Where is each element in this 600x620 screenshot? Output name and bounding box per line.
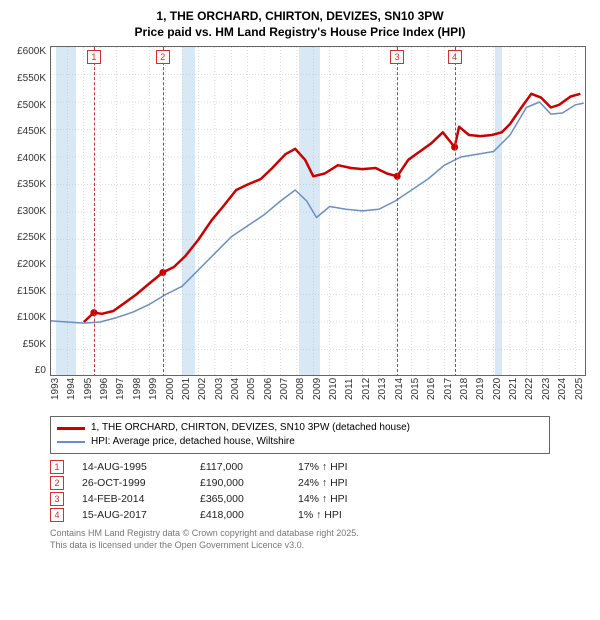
x-tick-label: 2004 <box>230 378 246 408</box>
title-line1: 1, THE ORCHARD, CHIRTON, DEVIZES, SN10 3… <box>10 8 590 24</box>
sale-marker-line <box>163 47 164 376</box>
sale-marker-line <box>94 47 95 376</box>
x-tick-label: 2011 <box>344 378 360 408</box>
tx-pct: 1% ↑ HPI <box>298 509 388 521</box>
x-tick-label: 2017 <box>443 378 459 408</box>
sale-marker-box: 2 <box>156 50 170 64</box>
x-tick-label: 2001 <box>181 378 197 408</box>
x-tick-label: 2008 <box>295 378 311 408</box>
transaction-row: 1 14-AUG-1995 £117,000 17% ↑ HPI <box>50 460 590 474</box>
x-tick-label: 2016 <box>426 378 442 408</box>
legend-label: HPI: Average price, detached house, Wilt… <box>91 435 295 449</box>
x-tick-label: 2000 <box>165 378 181 408</box>
x-tick-label: 2005 <box>246 378 262 408</box>
y-tick-label: £150K <box>10 286 46 297</box>
tx-marker: 2 <box>50 476 64 490</box>
x-tick-label: 2020 <box>492 378 508 408</box>
x-tick-label: 2024 <box>557 378 573 408</box>
y-tick-label: £450K <box>10 126 46 137</box>
tx-marker: 3 <box>50 492 64 506</box>
tx-date: 14-FEB-2014 <box>82 493 182 505</box>
chart-container: 1, THE ORCHARD, CHIRTON, DEVIZES, SN10 3… <box>0 0 600 558</box>
y-tick-label: £600K <box>10 46 46 57</box>
y-tick-label: £350K <box>10 179 46 190</box>
y-axis: £600K £550K £500K £450K £400K £350K £300K £250K… <box>10 46 50 376</box>
title-block: 1, THE ORCHARD, CHIRTON, DEVIZES, SN10 3… <box>10 8 590 40</box>
legend-swatch <box>57 427 85 430</box>
x-tick-label: 2009 <box>312 378 328 408</box>
tx-price: £418,000 <box>200 509 280 521</box>
tx-marker: 1 <box>50 460 64 474</box>
transactions-table: 1 14-AUG-1995 £117,000 17% ↑ HPI 2 26-OCT-199… <box>50 460 590 522</box>
x-tick-label: 2012 <box>361 378 377 408</box>
sale-marker-box: 3 <box>390 50 404 64</box>
x-axis: 1993199419951996199719981999200020012002… <box>10 378 590 408</box>
footnote: Contains HM Land Registry data © Crown c… <box>50 528 590 551</box>
title-line2: Price paid vs. HM Land Registry's House … <box>10 24 590 40</box>
x-tick-label: 1998 <box>132 378 148 408</box>
series-hpi <box>51 102 584 323</box>
plot-region: 1 2 3 4 <box>50 46 586 376</box>
legend-item: 1, THE ORCHARD, CHIRTON, DEVIZES, SN10 3… <box>57 421 543 435</box>
x-tick-label: 1995 <box>83 378 99 408</box>
tx-price: £365,000 <box>200 493 280 505</box>
y-tick-label: £550K <box>10 73 46 84</box>
sale-marker-line <box>455 47 456 376</box>
sale-marker-box: 4 <box>448 50 462 64</box>
tx-pct: 24% ↑ HPI <box>298 477 388 489</box>
tx-price: £117,000 <box>200 461 280 473</box>
lines-svg <box>51 47 586 376</box>
x-tick-label: 1993 <box>50 378 66 408</box>
footnote-line2: This data is licensed under the Open Gov… <box>50 540 590 552</box>
y-tick-label: £100K <box>10 312 46 323</box>
legend: 1, THE ORCHARD, CHIRTON, DEVIZES, SN10 3… <box>50 416 550 454</box>
tx-date: 26-OCT-1999 <box>82 477 182 489</box>
y-tick-label: £250K <box>10 232 46 243</box>
transaction-row: 4 15-AUG-2017 £418,000 1% ↑ HPI <box>50 508 590 522</box>
x-tick-label: 2019 <box>475 378 491 408</box>
tx-marker: 4 <box>50 508 64 522</box>
x-tick-label: 2015 <box>410 378 426 408</box>
tx-date: 15-AUG-2017 <box>82 509 182 521</box>
sale-marker-line <box>397 47 398 376</box>
transaction-row: 2 26-OCT-1999 £190,000 24% ↑ HPI <box>50 476 590 490</box>
x-tick-label: 2018 <box>459 378 475 408</box>
y-tick-label: £500K <box>10 100 46 111</box>
x-tick-label: 2022 <box>524 378 540 408</box>
y-tick-label: £50K <box>10 339 46 350</box>
series-price_paid <box>84 94 581 322</box>
x-tick-label: 1999 <box>148 378 164 408</box>
legend-label: 1, THE ORCHARD, CHIRTON, DEVIZES, SN10 3… <box>91 421 410 435</box>
sale-marker-box: 1 <box>87 50 101 64</box>
footnote-line1: Contains HM Land Registry data © Crown c… <box>50 528 590 540</box>
y-tick-label: £300K <box>10 206 46 217</box>
x-tick-label: 2003 <box>214 378 230 408</box>
x-tick-label: 2025 <box>574 378 590 408</box>
x-tick-label: 1994 <box>66 378 82 408</box>
tx-price: £190,000 <box>200 477 280 489</box>
plot-outer: 1 2 3 4 <box>50 46 590 376</box>
legend-item: HPI: Average price, detached house, Wilt… <box>57 435 543 449</box>
x-tick-label: 1996 <box>99 378 115 408</box>
y-tick-label: £400K <box>10 153 46 164</box>
tx-date: 14-AUG-1995 <box>82 461 182 473</box>
x-tick-label: 2006 <box>263 378 279 408</box>
x-tick-label: 1997 <box>115 378 131 408</box>
x-tick-label: 2013 <box>377 378 393 408</box>
x-tick-label: 2021 <box>508 378 524 408</box>
chart-area: £600K £550K £500K £450K £400K £350K £300K £250K… <box>10 46 590 376</box>
x-tick-label: 2010 <box>328 378 344 408</box>
tx-pct: 17% ↑ HPI <box>298 461 388 473</box>
legend-swatch <box>57 441 85 443</box>
y-tick-label: £200K <box>10 259 46 270</box>
x-tick-label: 2014 <box>394 378 410 408</box>
transaction-row: 3 14-FEB-2014 £365,000 14% ↑ HPI <box>50 492 590 506</box>
x-tick-label: 2007 <box>279 378 295 408</box>
y-tick-label: £0 <box>10 365 46 376</box>
x-tick-label: 2002 <box>197 378 213 408</box>
tx-pct: 14% ↑ HPI <box>298 493 388 505</box>
x-tick-label: 2023 <box>541 378 557 408</box>
